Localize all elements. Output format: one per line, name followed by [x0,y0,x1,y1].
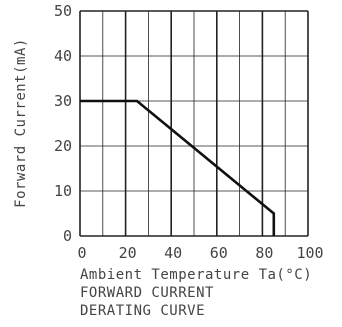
y-tick-label: 40 [54,47,72,65]
x-tick-label: 20 [119,244,137,262]
x-tick-label: 100 [296,244,323,262]
x-tick-label: 80 [255,244,273,262]
y-tick-label: 20 [54,137,72,155]
x-tick-labels: 0 20 40 60 80 100 [77,244,323,262]
derating-curve [80,99,276,236]
grid [79,10,309,237]
x-tick-label: 40 [164,244,182,262]
y-tick-label: 30 [54,92,72,110]
caption-line-2: DERATING CURVE [80,303,206,319]
x-tick-label: 0 [77,244,86,262]
x-axis-label: Ambient Temperature Ta(°C) [80,267,312,283]
y-tick-labels: 0 10 20 30 40 50 [54,2,72,245]
y-axis-label: Forward Current(mA) [13,38,29,208]
y-tick-label: 10 [54,182,72,200]
series [79,99,276,237]
y-tick-label: 50 [54,2,72,20]
y-tick-label: 0 [63,227,72,245]
caption-line-1: FORWARD CURRENT [80,285,214,301]
x-tick-label: 60 [210,244,228,262]
